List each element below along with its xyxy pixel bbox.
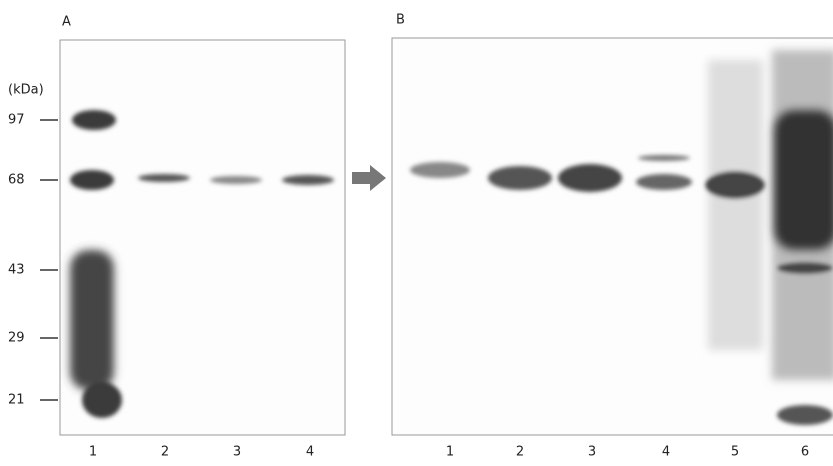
lane-label: 2 <box>161 445 169 460</box>
lane-label: 3 <box>588 445 596 460</box>
lane-label: 3 <box>233 445 241 460</box>
lane-label: 2 <box>516 445 524 460</box>
marker-label: 68 <box>8 173 25 188</box>
arrow <box>352 165 386 191</box>
panel-label: B <box>396 13 405 28</box>
marker-label: 29 <box>8 331 25 346</box>
panel-label: A <box>62 15 71 30</box>
marker-label: 97 <box>8 113 25 128</box>
lane-label: 1 <box>446 445 454 460</box>
panel-b-frame <box>391 37 833 436</box>
lane-label: 1 <box>89 445 97 460</box>
marker-ticks: 97 68 43 29 21 <box>8 113 58 408</box>
lane-label: 4 <box>662 445 670 460</box>
lane-label: 6 <box>801 445 809 460</box>
marker-label: 43 <box>8 263 25 278</box>
unit-label: (kDa) <box>8 83 44 98</box>
bands-b <box>410 50 833 425</box>
marker-label: 21 <box>8 393 25 408</box>
lane-labels: 1 2 3 4 1 2 3 4 5 6 <box>89 445 809 460</box>
bands-a <box>70 110 334 418</box>
lane-label: 4 <box>306 445 314 460</box>
lane-label: 5 <box>731 445 739 460</box>
